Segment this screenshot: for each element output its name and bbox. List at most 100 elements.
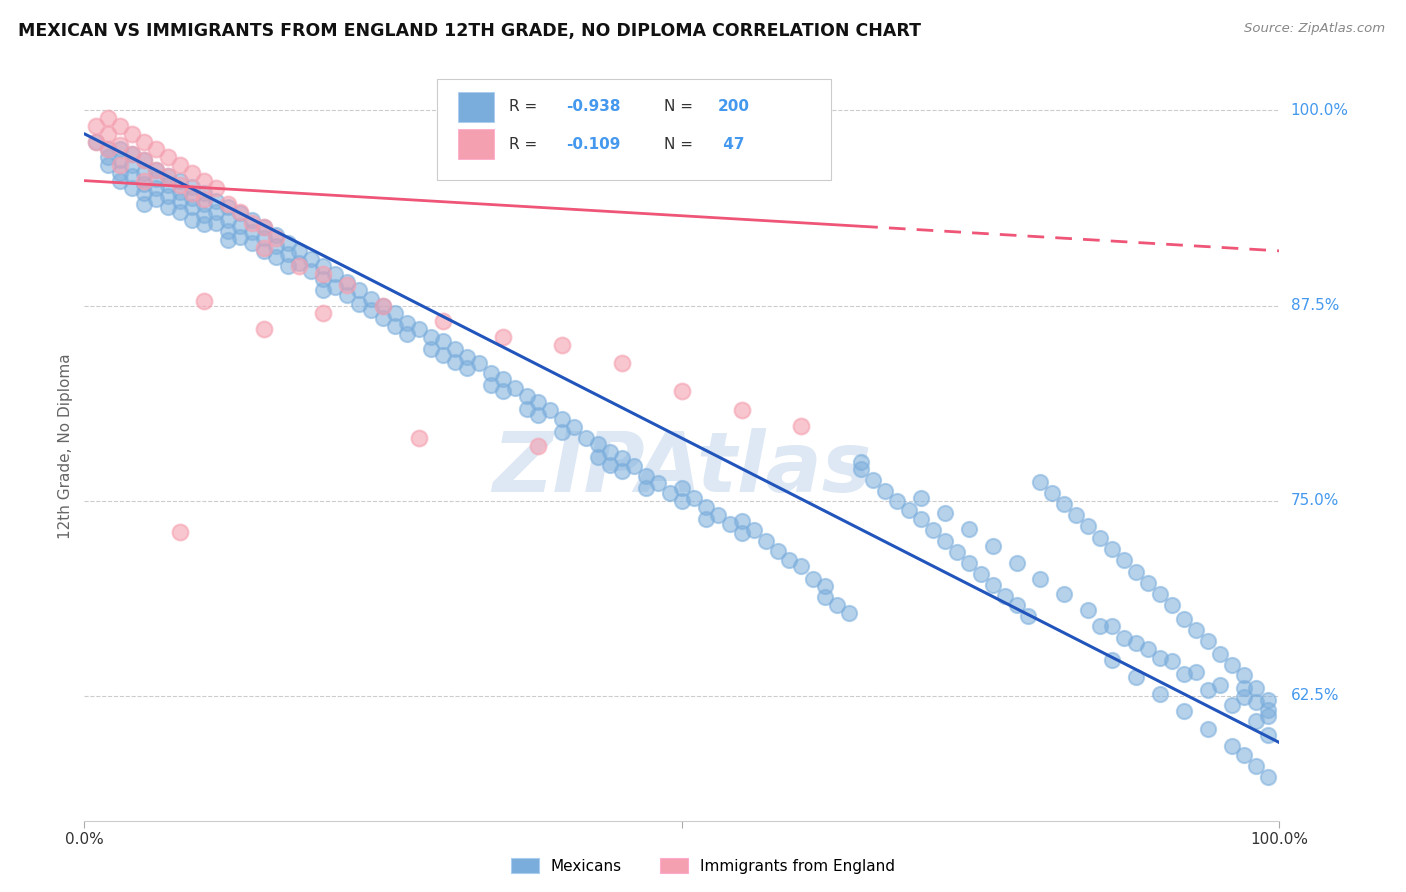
Point: [1220, 698, 1243, 712]
Point: [479, 378, 502, 392]
Point: [121, 147, 143, 161]
Point: [253, 244, 276, 258]
Point: [527, 395, 550, 409]
Point: [623, 459, 645, 474]
Point: [1173, 612, 1195, 626]
Point: [121, 127, 143, 141]
Point: [1005, 556, 1028, 570]
Point: [851, 454, 873, 468]
Point: [1149, 687, 1171, 701]
Bar: [458, 129, 495, 159]
Point: [145, 192, 167, 206]
Point: [527, 408, 550, 422]
Point: [349, 283, 371, 297]
Point: [1197, 722, 1219, 736]
Point: [145, 172, 167, 186]
Point: [1197, 682, 1219, 697]
Text: R =: R =: [509, 136, 541, 152]
Point: [527, 439, 550, 453]
Point: [1185, 623, 1208, 637]
Point: [325, 267, 347, 281]
Point: [264, 250, 287, 264]
Point: [1257, 693, 1279, 707]
Point: [253, 220, 276, 235]
Point: [827, 598, 849, 612]
Point: [110, 173, 132, 187]
Point: [766, 543, 789, 558]
Point: [790, 559, 813, 574]
Point: [264, 231, 287, 245]
Point: [181, 212, 204, 227]
Point: [551, 425, 574, 439]
Point: [898, 503, 921, 517]
Point: [551, 412, 574, 426]
Point: [1125, 566, 1147, 580]
Point: [1244, 681, 1267, 695]
Point: [516, 389, 538, 403]
Point: [420, 342, 443, 356]
Point: [1149, 651, 1171, 665]
Point: [193, 208, 215, 222]
Point: [981, 539, 1004, 553]
Point: [1233, 668, 1256, 682]
Point: [384, 306, 406, 320]
Point: [910, 491, 932, 505]
Point: [253, 241, 276, 255]
Point: [325, 279, 347, 293]
Text: 75.0%: 75.0%: [1291, 493, 1339, 508]
Point: [492, 372, 515, 386]
Point: [970, 567, 993, 582]
Point: [671, 493, 693, 508]
Point: [86, 119, 108, 133]
Point: [217, 212, 239, 227]
Point: [193, 197, 215, 211]
Point: [492, 329, 515, 343]
Point: [145, 162, 167, 177]
Point: [408, 431, 430, 445]
Point: [599, 445, 621, 459]
Point: [205, 204, 228, 219]
Point: [312, 272, 335, 286]
Point: [671, 384, 693, 399]
Point: [217, 233, 239, 247]
Point: [373, 310, 395, 325]
Bar: [458, 92, 495, 121]
Legend: Mexicans, Immigrants from England: Mexicans, Immigrants from England: [505, 852, 901, 880]
Point: [132, 135, 156, 149]
Point: [1257, 728, 1279, 742]
Point: [1090, 531, 1112, 545]
Point: [384, 318, 406, 333]
Point: [934, 534, 956, 549]
Point: [181, 166, 204, 180]
Point: [1125, 635, 1147, 649]
Point: [373, 298, 395, 312]
Point: [229, 229, 252, 244]
Point: [301, 252, 323, 266]
Point: [718, 516, 741, 531]
Point: [432, 348, 454, 362]
Point: [1220, 657, 1243, 672]
Text: 87.5%: 87.5%: [1291, 298, 1339, 313]
Point: [145, 162, 167, 177]
Point: [169, 524, 191, 539]
Point: [97, 158, 120, 172]
Point: [157, 169, 180, 183]
Point: [814, 591, 837, 605]
Point: [1114, 631, 1136, 645]
Text: MEXICAN VS IMMIGRANTS FROM ENGLAND 12TH GRADE, NO DIPLOMA CORRELATION CHART: MEXICAN VS IMMIGRANTS FROM ENGLAND 12TH …: [18, 22, 921, 40]
Point: [240, 212, 263, 227]
Point: [1185, 665, 1208, 680]
Point: [934, 506, 956, 520]
Point: [132, 153, 156, 168]
Point: [1197, 634, 1219, 648]
Point: [253, 322, 276, 336]
Point: [647, 476, 669, 491]
Point: [492, 384, 515, 399]
Point: [277, 260, 299, 274]
Point: [288, 256, 311, 270]
Point: [157, 200, 180, 214]
Point: [169, 178, 191, 193]
Point: [312, 267, 335, 281]
Point: [205, 194, 228, 208]
Point: [157, 169, 180, 183]
